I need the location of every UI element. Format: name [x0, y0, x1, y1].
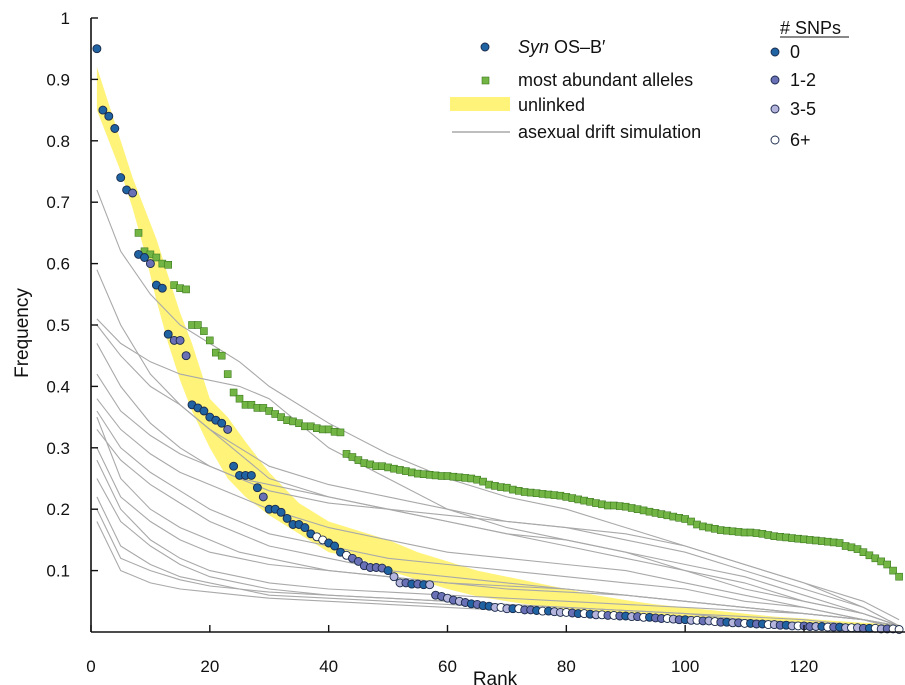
snp-legend-marker [770, 47, 780, 57]
x-tick-label: 120 [790, 657, 818, 676]
syn-osb-point [175, 335, 185, 345]
y-tick-label: 0.1 [46, 562, 70, 581]
abundant-allele-point [217, 351, 226, 360]
syn-osb-point [383, 566, 393, 576]
x-tick-label: 60 [438, 657, 457, 676]
x-tick-label: 80 [557, 657, 576, 676]
x-tick-label: 40 [319, 657, 338, 676]
syn-osb-point [353, 556, 363, 566]
y-tick-label: 0.4 [46, 377, 70, 396]
x-tick-label: 0 [86, 657, 95, 676]
syn-osb-point [199, 406, 209, 416]
drift-simulation-line-8 [96, 410, 900, 627]
legend-label: Syn OS–B′ [518, 37, 606, 57]
snp-legend-label: 3-5 [790, 99, 816, 119]
syn-osb-point [163, 329, 173, 339]
abundant-allele-point [223, 370, 232, 378]
x-tick-label: 100 [671, 657, 699, 676]
abundant-allele-point [206, 336, 214, 345]
snp-legend-marker [770, 135, 780, 145]
snp-legend-label: 1-2 [790, 70, 816, 90]
syn-osb-point [425, 580, 435, 590]
drift-simulation-line-2 [96, 269, 900, 627]
syn-osb-point [276, 507, 286, 517]
legend-label: asexual drift simulation [518, 122, 701, 142]
x-axis-label: Rank [473, 669, 518, 685]
syn-osb-point [92, 44, 102, 54]
y-tick-label: 0.8 [46, 132, 70, 151]
legend: Syn OS–B′ most abundant alleles unlinked as… [450, 18, 849, 150]
syn-osb-point [229, 461, 239, 471]
syn-osb-point [258, 492, 268, 502]
y-tick-label: 0.2 [46, 500, 70, 519]
abundant-allele-point [134, 229, 143, 237]
syn-osb-point [223, 424, 233, 434]
syn-osb-point [252, 483, 262, 493]
abundant-allele-point [152, 253, 161, 262]
syn-osb-point [140, 253, 149, 262]
abundant-allele-point [883, 560, 892, 569]
legend-band-swatch [450, 97, 510, 111]
snp-legend-label: 0 [790, 42, 800, 62]
y-axis-label: Frequency [12, 288, 33, 378]
legend-abundant-marker [481, 76, 490, 85]
drift-simulation-line-1 [96, 189, 900, 621]
y-tick-label: 0.3 [46, 439, 70, 458]
abundant-allele-point [336, 428, 345, 437]
syn-osb-point [157, 283, 167, 293]
snp-legend-label: 6+ [790, 130, 811, 150]
syn-osb-point [145, 259, 155, 269]
syn-osb-point [282, 513, 292, 523]
legend-syn-marker [480, 42, 490, 52]
abundant-allele-point [164, 260, 172, 269]
drift-simulation-line-7 [96, 398, 900, 627]
syn-osb-layer [92, 44, 904, 634]
syn-osb-point [116, 173, 126, 183]
snp-legend-marker [770, 75, 780, 85]
y-tick-label: 0.7 [46, 193, 70, 212]
x-tick-label: 20 [200, 657, 219, 676]
syn-osb-point [104, 111, 114, 121]
y-tick-label: 0.9 [46, 70, 70, 89]
y-tick-label: 1 [61, 9, 70, 28]
drift-simulation-line-12 [96, 459, 900, 630]
drift-simulation-line-3 [96, 318, 900, 627]
syn-osb-point [110, 124, 120, 133]
syn-osb-point [389, 572, 399, 582]
y-tick-label: 0.6 [46, 255, 70, 274]
abundant-allele-point [229, 388, 238, 397]
syn-osb-point [300, 523, 310, 533]
axes: 0.1 0.2 0.3 0.4 0.5 0.6 0.7 0.8 0.9 1 0 20 40 60 80 100… [46, 9, 905, 676]
legend-label: unlinked [518, 95, 585, 115]
syn-osb-point [330, 541, 340, 551]
abundant-allele-point [889, 566, 897, 575]
syn-osb-point [181, 351, 191, 361]
abundant-allele-point [200, 327, 208, 335]
snp-legend-marker [770, 104, 780, 114]
syn-osb-point [98, 105, 108, 115]
syn-osb-point [246, 470, 256, 480]
y-tick-label: 0.5 [46, 316, 70, 335]
syn-osb-point [128, 188, 138, 198]
drift-simulation-line-5 [96, 343, 900, 627]
snp-legend-title: # SNPs [780, 18, 841, 38]
syn-osb-point [217, 418, 227, 428]
drift-simulation-line-6 [96, 373, 900, 627]
legend-label: most abundant alleles [518, 70, 693, 90]
abundant-allele-point [895, 572, 903, 581]
abundant-allele-point [235, 394, 244, 403]
abundant-allele-point [182, 285, 190, 294]
most-abundant-alleles-layer [134, 229, 903, 581]
abundant-allele-point [194, 321, 202, 329]
